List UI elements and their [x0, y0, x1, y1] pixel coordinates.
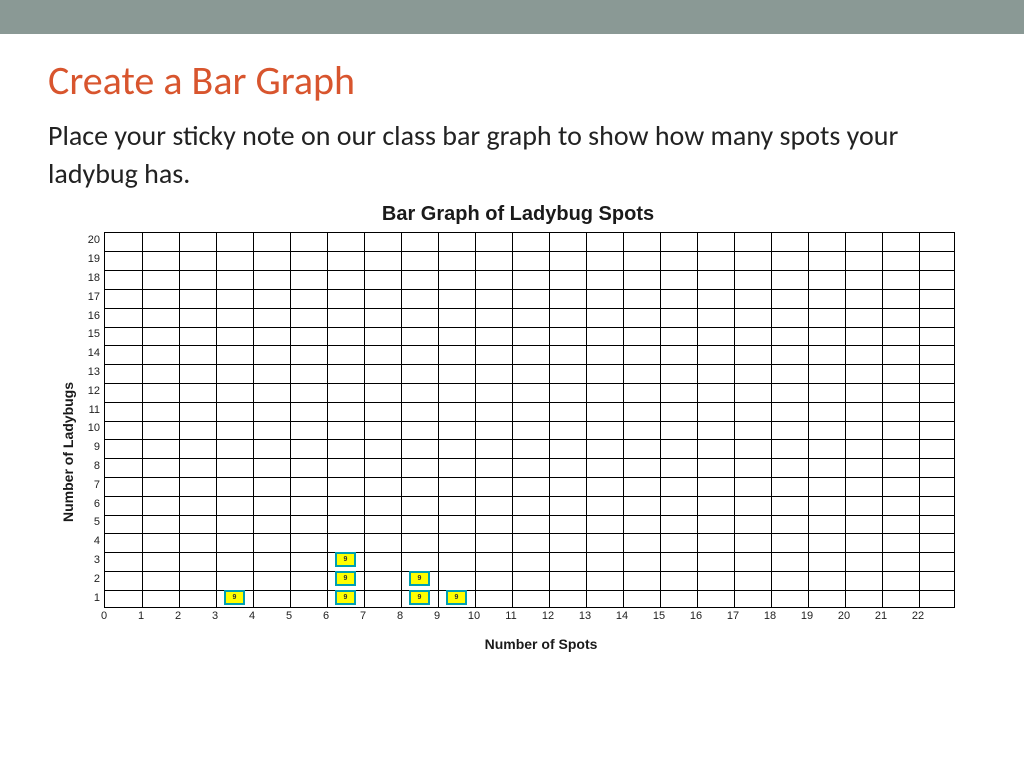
page-subtitle: Place your sticky note on our class bar …: [48, 117, 948, 193]
y-tick-label: 4: [76, 532, 104, 551]
grid-line-horizontal: [105, 533, 954, 534]
grid-line-horizontal: [105, 402, 954, 403]
y-tick-label: 20: [76, 232, 104, 251]
chart-title: Bar Graph of Ladybug Spots: [58, 203, 978, 226]
x-tick-label: 12: [530, 610, 567, 622]
x-axis-label: Number of Spots: [104, 636, 978, 652]
x-tick-label: 3: [197, 610, 234, 622]
x-tick-label: 2: [160, 610, 197, 622]
x-tick-label: 19: [789, 610, 826, 622]
y-tick-label: 19: [76, 250, 104, 269]
x-tick-label: 10: [456, 610, 493, 622]
chart-container: Bar Graph of Ladybug Spots Number of Lad…: [58, 203, 978, 652]
y-tick-label: 6: [76, 495, 104, 514]
x-tick-label: 6: [308, 610, 345, 622]
y-tick-label: 7: [76, 476, 104, 495]
y-tick-label: 10: [76, 420, 104, 439]
y-tick-label: 15: [76, 326, 104, 345]
grid-line-horizontal: [105, 289, 954, 290]
grid-line-horizontal: [105, 477, 954, 478]
chart-grid: 9 9 9 9 9 9 9: [104, 232, 955, 608]
grid-line-horizontal: [105, 571, 954, 572]
x-tick-label: 4: [234, 610, 271, 622]
sticky-note: 9: [335, 571, 356, 586]
y-tick-label: 14: [76, 344, 104, 363]
grid-line-horizontal: [105, 552, 954, 553]
x-tick-label: 17: [715, 610, 752, 622]
y-tick-label: 18: [76, 269, 104, 288]
grid-line-horizontal: [105, 421, 954, 422]
x-tick-label: 1: [123, 610, 160, 622]
header-bar: [0, 0, 1024, 34]
x-axis-ticks: 012345678910111213141516171819202122: [104, 608, 955, 624]
y-axis-ticks: 2019181716151413121110987654321: [76, 232, 104, 608]
y-tick-label: 2: [76, 570, 104, 589]
y-tick-label: 3: [76, 551, 104, 570]
grid-line-horizontal: [105, 270, 954, 271]
sticky-note: 9: [335, 590, 356, 605]
grid-line-horizontal: [105, 458, 954, 459]
x-tick-label: 16: [678, 610, 715, 622]
grid-line-horizontal: [105, 496, 954, 497]
x-tick-label: 9: [419, 610, 456, 622]
grid-line-horizontal: [105, 383, 954, 384]
grid-line-horizontal: [105, 308, 954, 309]
y-axis-label: Number of Ladybugs: [58, 232, 76, 652]
grid-line-horizontal: [105, 515, 954, 516]
x-tick-label: 11: [493, 610, 530, 622]
grid-line-horizontal: [105, 364, 954, 365]
y-tick-label: 16: [76, 307, 104, 326]
x-tick-label: 8: [382, 610, 419, 622]
y-tick-label: 1: [76, 589, 104, 608]
y-tick-label: 9: [76, 438, 104, 457]
sticky-note: 9: [335, 552, 356, 567]
grid-line-horizontal: [105, 345, 954, 346]
x-tick-label: 21: [863, 610, 900, 622]
x-tick-label: 14: [604, 610, 641, 622]
x-tick-label: 22: [900, 610, 937, 622]
y-tick-label: 12: [76, 382, 104, 401]
y-tick-label: 5: [76, 514, 104, 533]
page-title: Create a Bar Graph: [48, 56, 976, 105]
grid-line-horizontal: [105, 327, 954, 328]
grid-line-horizontal: [105, 251, 954, 252]
sticky-note: 9: [446, 590, 467, 605]
x-tick-label: 7: [345, 610, 382, 622]
x-tick-label: 5: [271, 610, 308, 622]
grid-line-horizontal: [105, 439, 954, 440]
sticky-note: 9: [224, 590, 245, 605]
y-tick-label: 13: [76, 363, 104, 382]
y-tick-label: 11: [76, 401, 104, 420]
sticky-note: 9: [409, 590, 430, 605]
x-tick-label: 20: [826, 610, 863, 622]
x-tick-label: 13: [567, 610, 604, 622]
slide-content: Create a Bar Graph Place your sticky not…: [0, 34, 1024, 652]
y-tick-label: 17: [76, 288, 104, 307]
x-tick-label: 0: [86, 610, 123, 622]
x-tick-label: 18: [752, 610, 789, 622]
y-tick-label: 8: [76, 457, 104, 476]
sticky-note: 9: [409, 571, 430, 586]
x-tick-label: 15: [641, 610, 678, 622]
